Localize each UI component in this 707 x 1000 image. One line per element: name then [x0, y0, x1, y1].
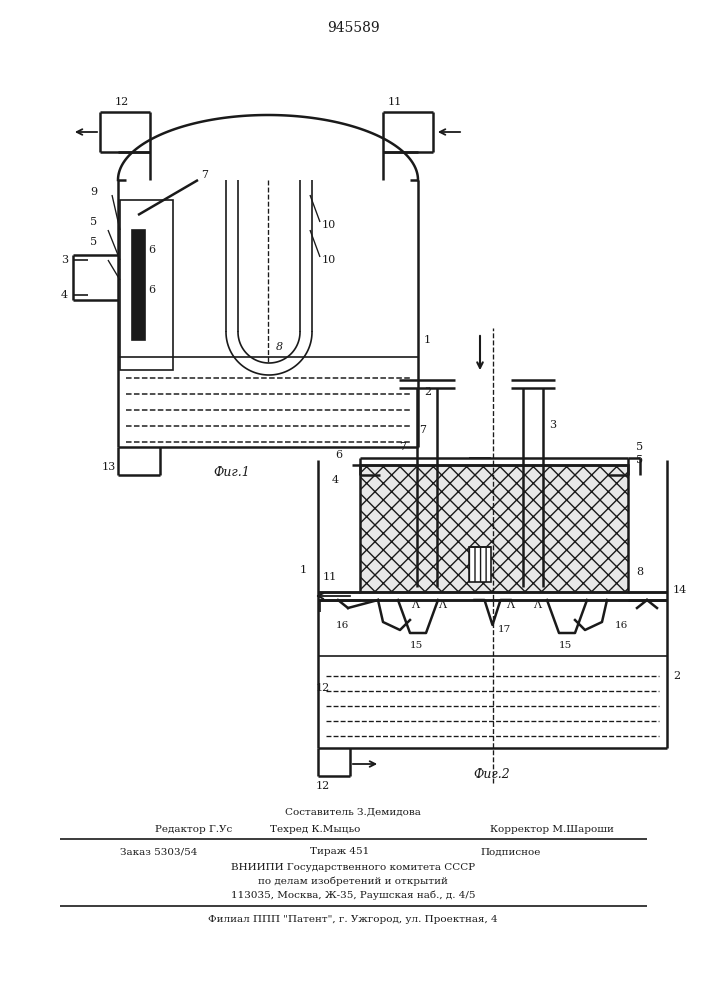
Text: Λ: Λ — [411, 600, 419, 610]
Text: 2: 2 — [673, 671, 680, 681]
Text: 17: 17 — [498, 626, 510, 635]
Text: 3: 3 — [549, 420, 556, 430]
Text: 12: 12 — [316, 683, 330, 693]
Text: 7: 7 — [419, 425, 426, 435]
Text: 8: 8 — [636, 567, 643, 577]
Text: Тираж 451: Тираж 451 — [310, 848, 369, 856]
Text: 1: 1 — [300, 565, 307, 575]
Text: Фиг.1: Фиг.1 — [214, 466, 250, 480]
Bar — [132, 230, 145, 340]
Text: 4: 4 — [332, 475, 339, 485]
Text: 3: 3 — [61, 255, 68, 265]
Text: 16: 16 — [336, 620, 349, 630]
Text: 16: 16 — [615, 620, 629, 630]
Text: 13: 13 — [102, 462, 116, 472]
Bar — [360, 465, 628, 592]
Text: 15: 15 — [410, 641, 423, 650]
Text: 6: 6 — [335, 450, 342, 460]
Bar — [120, 200, 173, 370]
Text: 7: 7 — [399, 442, 406, 452]
Text: 10: 10 — [322, 255, 337, 265]
Text: 6: 6 — [148, 245, 155, 255]
Text: Филиал ППП "Патент", г. Ужгород, ул. Проектная, 4: Филиал ППП "Патент", г. Ужгород, ул. Про… — [208, 914, 498, 924]
Text: 113035, Москва, Ж-35, Раушская наб., д. 4/5: 113035, Москва, Ж-35, Раушская наб., д. … — [230, 890, 475, 900]
Text: Техред К.Мыцьо: Техред К.Мыцьо — [270, 824, 361, 834]
Bar — [469, 547, 491, 582]
Text: 6: 6 — [148, 285, 155, 295]
Text: 8: 8 — [276, 342, 283, 352]
Text: 12: 12 — [316, 781, 330, 791]
Text: 11: 11 — [323, 572, 337, 582]
Text: 5: 5 — [90, 217, 97, 227]
Text: 11: 11 — [388, 97, 402, 107]
Text: Λ: Λ — [506, 600, 514, 610]
Text: Λ: Λ — [533, 600, 541, 610]
Text: 9: 9 — [90, 187, 97, 197]
Text: 1: 1 — [424, 335, 431, 345]
Text: 15: 15 — [559, 641, 572, 650]
Text: Составитель З.Демидова: Составитель З.Демидова — [285, 808, 421, 816]
Text: 14: 14 — [673, 585, 687, 595]
Text: 5: 5 — [90, 237, 97, 247]
Text: 12: 12 — [115, 97, 129, 107]
Text: Фиг.2: Фиг.2 — [474, 768, 510, 782]
Text: 7: 7 — [201, 170, 208, 180]
Text: по делам изобретений и открытий: по делам изобретений и открытий — [258, 876, 448, 886]
Text: Подписное: Подписное — [480, 848, 540, 856]
Text: 10: 10 — [322, 220, 337, 230]
Text: Редактор Г.Ус: Редактор Г.Ус — [155, 824, 233, 834]
Text: 945589: 945589 — [327, 21, 380, 35]
Text: 4: 4 — [61, 290, 68, 300]
Text: 5: 5 — [636, 442, 643, 452]
Text: 2: 2 — [424, 387, 431, 397]
Text: Заказ 5303/54: Заказ 5303/54 — [120, 848, 197, 856]
Text: ВНИИПИ Государственного комитета СССР: ВНИИПИ Государственного комитета СССР — [231, 862, 475, 871]
Text: Λ: Λ — [438, 600, 446, 610]
Text: 5: 5 — [636, 455, 643, 465]
Text: Корректор М.Шароши: Корректор М.Шароши — [490, 824, 614, 834]
